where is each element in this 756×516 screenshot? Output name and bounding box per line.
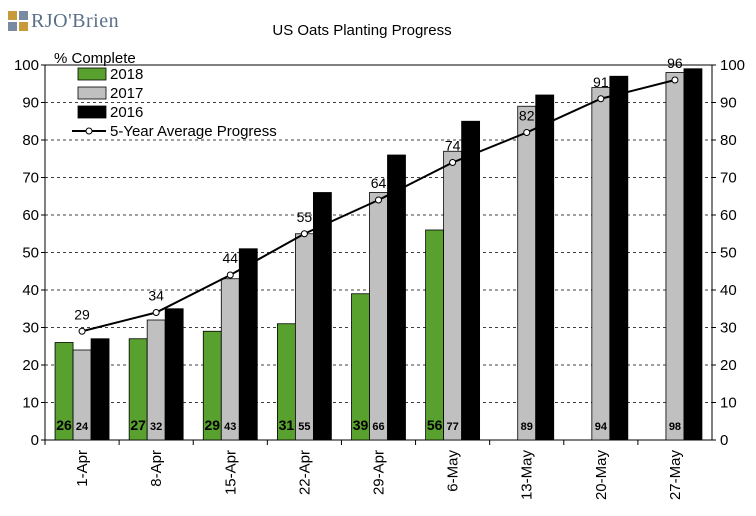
- bar-label-2018: 26: [56, 417, 72, 433]
- y-tick-label-right: 50: [720, 245, 737, 262]
- y-tick-label-left: 60: [22, 207, 39, 224]
- bar-2016: [312, 192, 332, 441]
- legend-label: 2018: [110, 66, 143, 83]
- y-tick-label-left: 30: [22, 320, 39, 337]
- x-tick-label: 27-May: [667, 450, 684, 501]
- y-tick-label-left: 70: [22, 170, 39, 187]
- bar-2016: [683, 68, 703, 441]
- logo-text: RJO'Brien: [31, 9, 120, 32]
- avg-point-label: 96: [667, 55, 683, 71]
- x-tick-label: 6-May: [445, 450, 462, 492]
- average-line: [78, 76, 679, 335]
- avg-point-label: 91: [593, 74, 609, 90]
- legend-swatch-2016: [77, 105, 107, 119]
- logo: RJO'Brien: [8, 8, 119, 34]
- bar-label-2018: 56: [427, 417, 443, 433]
- x-tick-label: 20-May: [593, 450, 610, 501]
- legend: 2018 2017 2016 5-Year Average Progress: [72, 66, 277, 140]
- x-tick-label: 1-Apr: [74, 450, 91, 487]
- avg-point: [300, 230, 308, 238]
- legend-marker: [85, 127, 93, 135]
- y-tick-label-left: 90: [22, 95, 39, 112]
- bar-label-2017: 77: [446, 421, 458, 433]
- x-tick-label: 29-Apr: [371, 450, 388, 495]
- y-tick-label-left: 50: [22, 245, 39, 262]
- avg-point: [78, 327, 86, 335]
- bar-2016: [609, 75, 629, 441]
- bars: [54, 68, 703, 441]
- bar-label-2018: 31: [279, 417, 295, 433]
- legend-swatch-2018: [77, 67, 107, 81]
- bar-label-2017: 55: [298, 421, 310, 433]
- bar-2017: [369, 192, 388, 441]
- y-tick-label-right: 60: [720, 207, 737, 224]
- data-labels: 26 24 27 32 29 43 31 55 39 66 56 77 89 94 982934445564…: [56, 55, 683, 433]
- y-tick-label-right: 70: [720, 170, 737, 187]
- bar-2016: [535, 94, 555, 441]
- y-tick-label-left: 100: [14, 57, 39, 74]
- avg-point-label: 44: [222, 250, 238, 266]
- y-tick-label-left: 80: [22, 132, 39, 149]
- avg-point-label: 64: [371, 175, 387, 191]
- bar-label-2017: 98: [669, 421, 681, 433]
- x-tick-label: 8-Apr: [148, 450, 165, 487]
- bar-label-2018: 39: [353, 417, 369, 433]
- bar-label-2017: 32: [150, 421, 162, 433]
- y-tick-label-right: 30: [720, 320, 737, 337]
- bar-2016: [90, 338, 110, 441]
- bar-2017: [517, 105, 537, 441]
- bar-label-2017: 24: [76, 421, 89, 433]
- legend-swatch-2017: [77, 86, 107, 100]
- legend-label: 2017: [110, 85, 143, 102]
- avg-point: [375, 196, 382, 204]
- avg-point-label: 34: [148, 288, 164, 304]
- y-tick-label-right: 20: [720, 357, 737, 374]
- x-tick-label: 22-Apr: [296, 450, 313, 495]
- legend-label: 5-Year Average Progress: [110, 123, 277, 140]
- bar-label-2017: 66: [372, 421, 384, 433]
- y-tick-label-right: 100: [720, 57, 745, 74]
- bar-2017: [443, 150, 463, 441]
- bar-2016: [461, 120, 481, 441]
- bar-label-2018: 29: [204, 417, 220, 433]
- bar-2017: [220, 278, 240, 441]
- chart-title: US Oats Planting Progress: [272, 22, 451, 39]
- avg-point-label: 82: [519, 108, 535, 124]
- avg-point: [523, 129, 531, 136]
- y-tick-label-right: 0: [720, 432, 728, 449]
- y-tick-label-left: 40: [22, 282, 39, 299]
- bar-2017: [294, 233, 314, 441]
- avg-point: [449, 159, 457, 166]
- avg-point: [671, 76, 679, 84]
- bar-2016: [164, 308, 184, 441]
- bar-label-2017: 89: [521, 421, 533, 433]
- bar-2018: [425, 229, 445, 441]
- x-tick-label: 13-May: [519, 450, 536, 501]
- y-tick-label-right: 40: [720, 282, 737, 299]
- legend-label: 2016: [110, 104, 143, 121]
- avg-point: [597, 95, 605, 103]
- avg-point-label: 55: [297, 209, 313, 225]
- bar-label-2017: 94: [595, 421, 608, 433]
- x-tick-label: 15-Apr: [222, 450, 239, 495]
- y-tick-label-left: 0: [31, 432, 39, 449]
- avg-point-label: 74: [445, 138, 461, 154]
- y-tick-label-left: 20: [22, 357, 39, 374]
- avg-point: [152, 309, 160, 316]
- avg-point-label: 29: [74, 306, 90, 322]
- y-tick-label-right: 10: [720, 395, 737, 412]
- y-tick-label-left: 10: [22, 395, 39, 412]
- y-axis-label: % Complete: [54, 50, 136, 67]
- bar-2016: [387, 154, 406, 441]
- bar-2017: [591, 87, 611, 441]
- y-tick-label-right: 90: [720, 95, 737, 112]
- bar-2016: [238, 248, 258, 441]
- y-tick-label-right: 80: [720, 132, 737, 149]
- logo-mark-icon: [8, 11, 28, 31]
- avg-point: [226, 271, 234, 279]
- bar-label-2017: 43: [224, 421, 236, 433]
- bar-label-2018: 27: [130, 417, 146, 433]
- bar-2017: [665, 72, 685, 441]
